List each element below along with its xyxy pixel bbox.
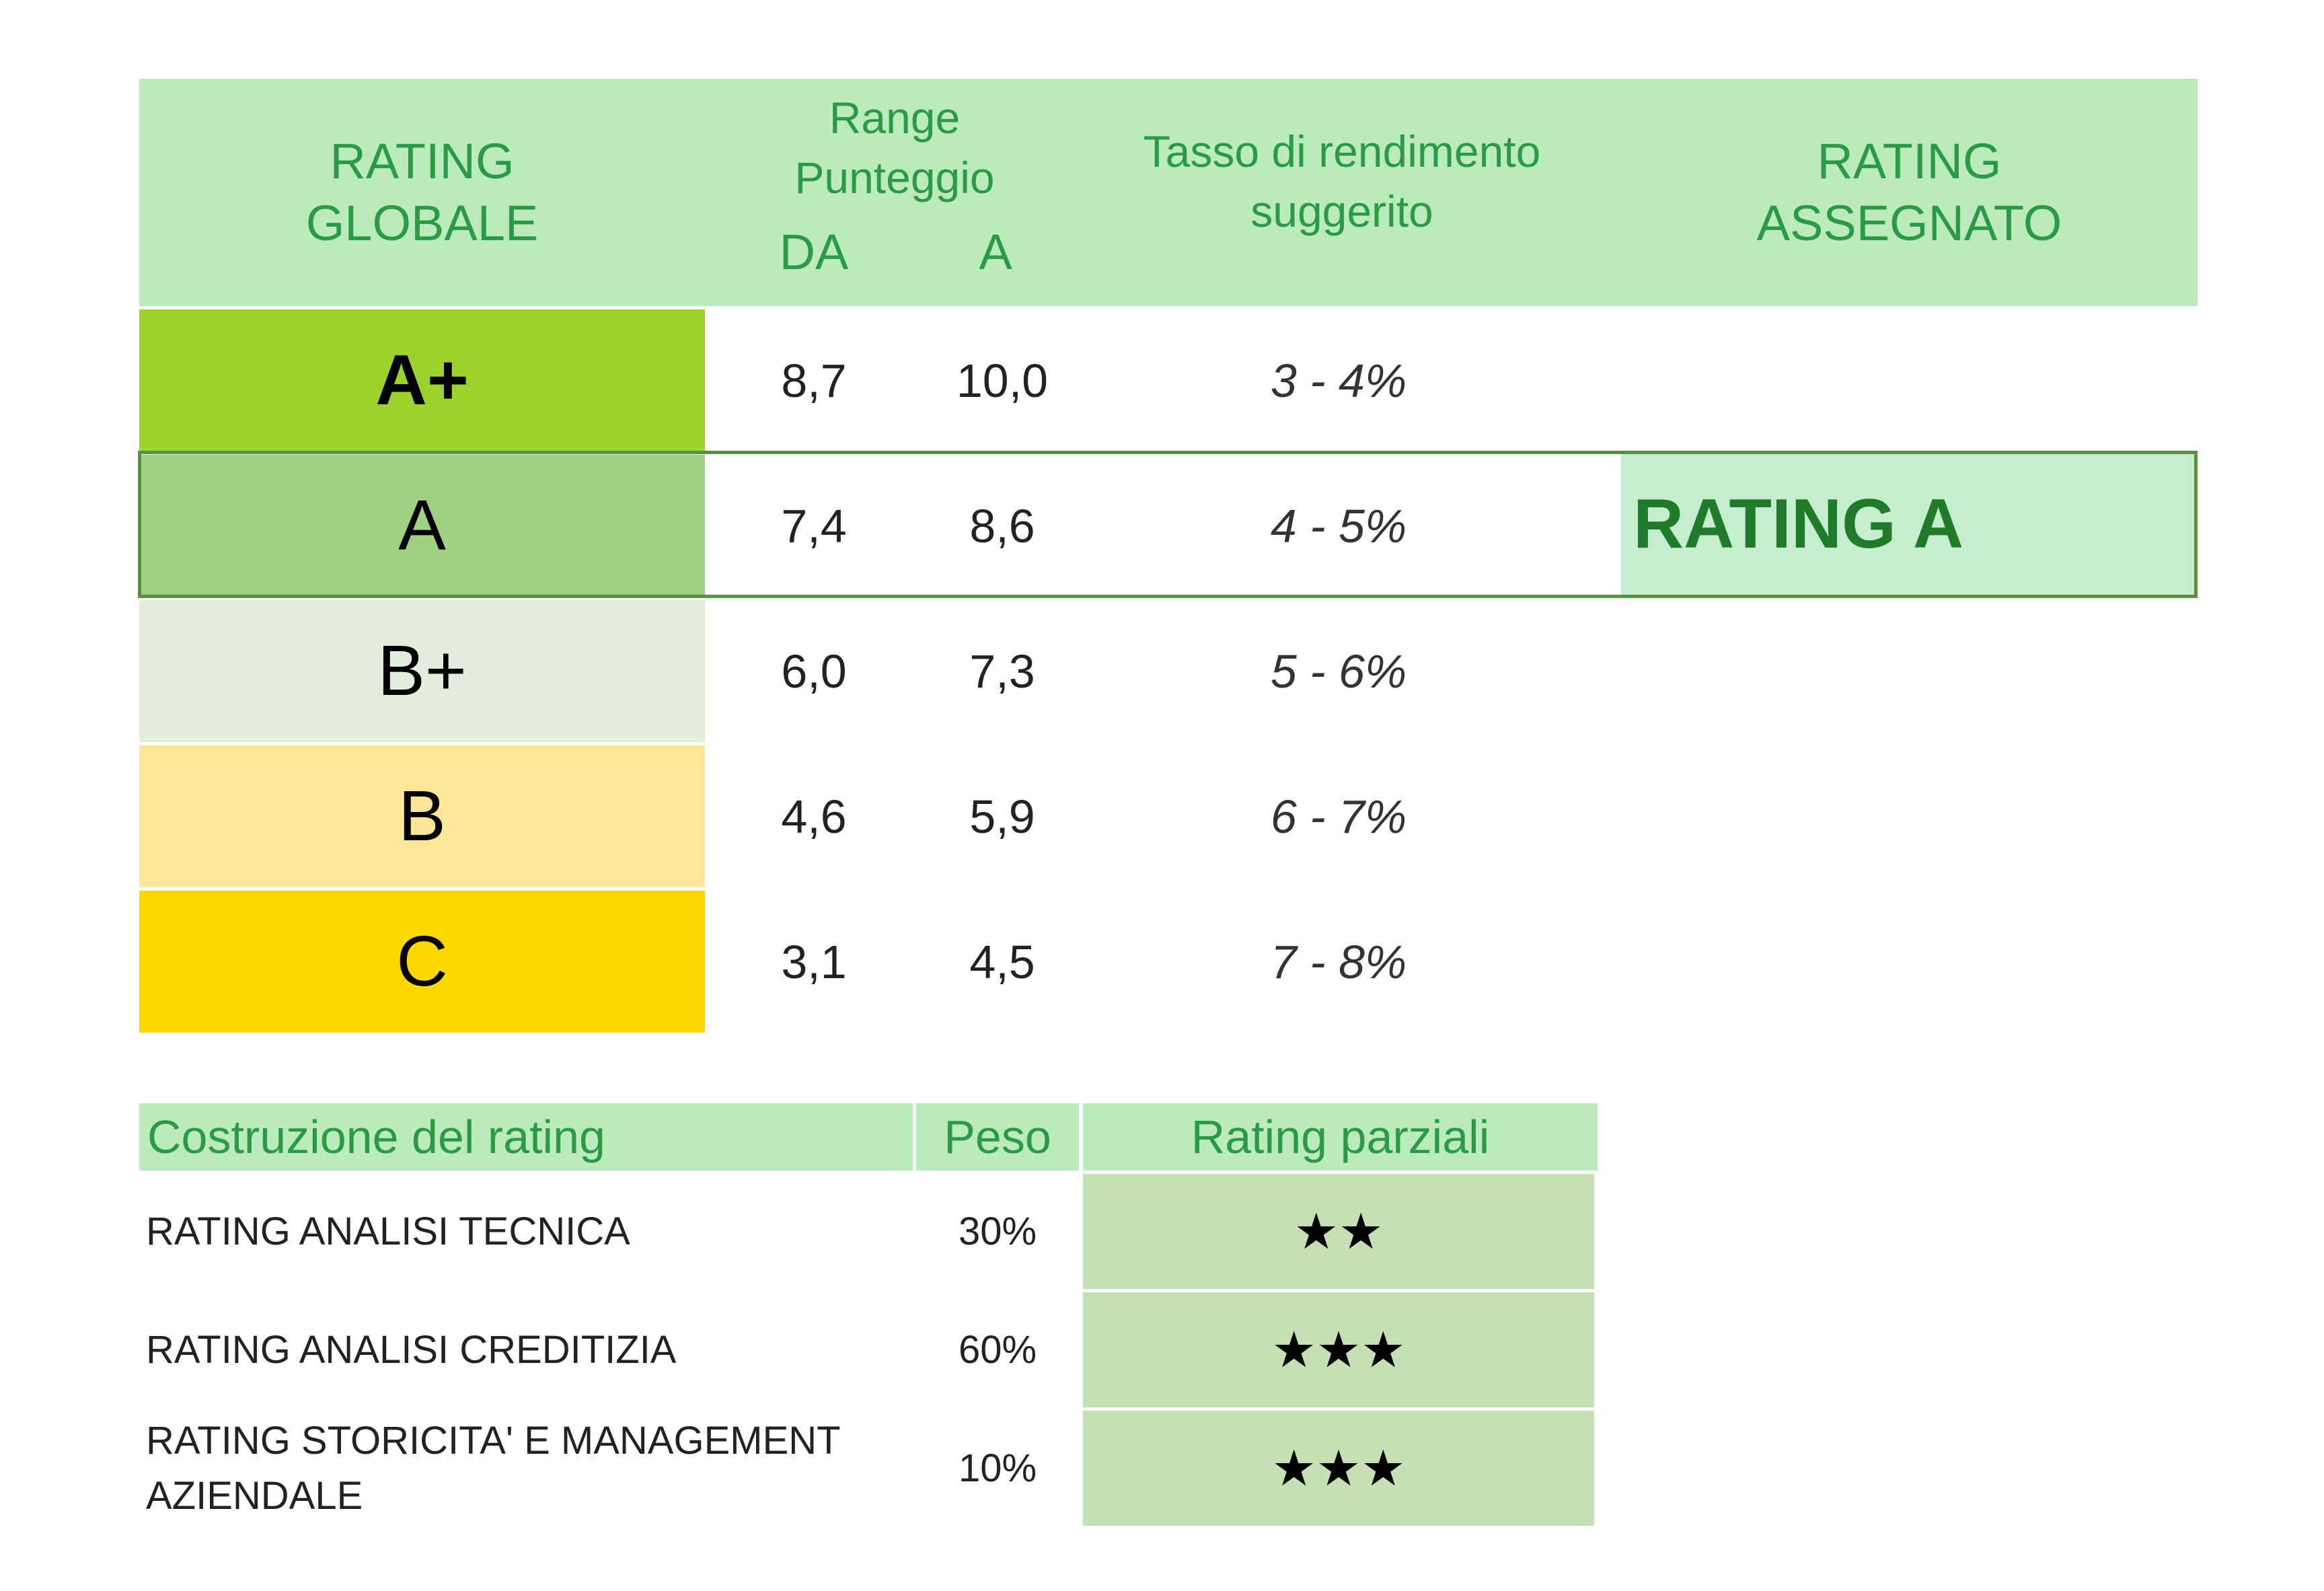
assigned-rating-label: RATING A [1633,485,1964,563]
construction-row-creditizia-peso: 60% [958,1328,1037,1372]
construction-row-tecnica-stars: ★★ [1083,1174,1594,1289]
header-tasso-rendimento: Tasso di rendimento suggerito [1143,126,1541,236]
rating-row-a-plus-da: 8,7 [781,354,847,407]
header-rating-globale: RATING GLOBALE [305,133,539,252]
rating-row-a-a: 8,6 [969,499,1035,552]
assigned-row-outline [138,451,2198,598]
rating-cell-b-plus: B+ [139,600,705,742]
rating-table-header [139,79,2198,306]
construction-row-creditizia-name: RATING ANALISI CREDITIZIA [146,1327,677,1372]
header-range-punteggio: Range Punteggio [794,92,995,202]
rating-row-b-tasso: 6 - 7% [1270,790,1407,843]
construction-row-storicita-peso: 10% [958,1446,1037,1490]
rating-row-a-da: 7,4 [781,499,847,552]
rating-cell-a-plus: A+ [139,309,705,451]
rating-row-a-tasso: 4 - 5% [1270,499,1407,552]
construction-row-tecnica-name: RATING ANALISI TECNICA [146,1209,630,1253]
rating-row-b-a: 5,9 [969,790,1035,843]
construction-header-peso: Peso [916,1103,1079,1171]
rating-row-b-plus-tasso: 5 - 6% [1270,644,1407,698]
rating-cell-c: C [139,891,705,1033]
rating-cell-a: A [139,455,705,597]
rating-cell-b: B [139,745,705,887]
rating-row-c-a: 4,5 [969,935,1035,988]
assigned-rating-box [1621,454,2194,595]
construction-header-title: Costruzione del rating [139,1103,913,1171]
rating-row-c-tasso: 7 - 8% [1270,935,1407,988]
rating-row-a-plus-tasso: 3 - 4% [1270,354,1407,407]
rating-row-a-plus-a: 10,0 [956,354,1049,407]
rating-row-b-plus-da: 6,0 [781,644,847,698]
header-da: DA [779,223,849,280]
construction-row-storicita-name: RATING STORICITA' E MANAGEMENT AZIENDALE [146,1419,840,1518]
construction-row-storicita-stars: ★★★ [1083,1411,1594,1526]
rating-row-b-plus-a: 7,3 [969,644,1035,698]
rating-row-b-da: 4,6 [781,790,847,843]
construction-row-creditizia-stars: ★★★ [1083,1292,1594,1407]
header-rating-assegnato: RATING ASSEGNATO [1756,133,2062,252]
header-a: A [979,223,1012,280]
construction-header-parziali: Rating parziali [1083,1103,1598,1171]
rating-row-c-da: 3,1 [781,935,847,988]
construction-row-tecnica-peso: 30% [958,1210,1037,1253]
